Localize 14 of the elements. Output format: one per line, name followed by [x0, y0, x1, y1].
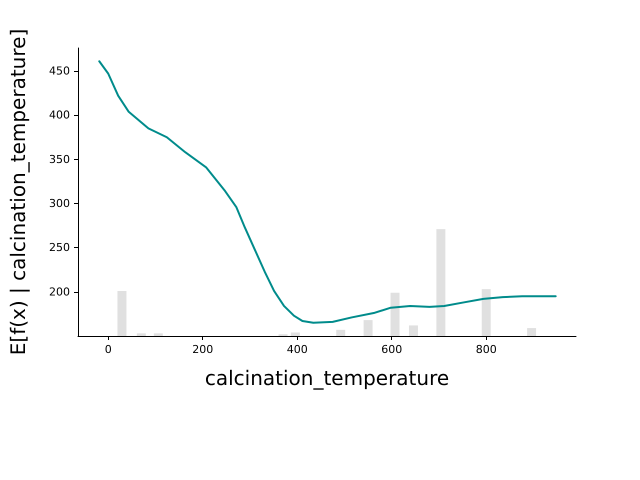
x-tick-label: 0	[104, 343, 112, 356]
y-tick-label: 200	[49, 285, 70, 298]
y-tick-label: 300	[49, 196, 70, 210]
x-axis-title: calcination_temperature	[204, 366, 450, 390]
y-axis-title: E[f(x) | calcination_temperature]	[6, 28, 30, 356]
line-series	[98, 60, 557, 324]
y-tick-label: 250	[49, 241, 70, 254]
x-tick-label: 800	[476, 343, 497, 356]
y-tick-label: 400	[49, 108, 70, 122]
x-tick-label: 600	[381, 343, 402, 356]
x-tick-label: 400	[286, 343, 308, 356]
y-tick-label: 350	[49, 152, 70, 166]
x-tick-label: 200	[192, 343, 214, 356]
y-tick-label: 450	[49, 64, 70, 78]
